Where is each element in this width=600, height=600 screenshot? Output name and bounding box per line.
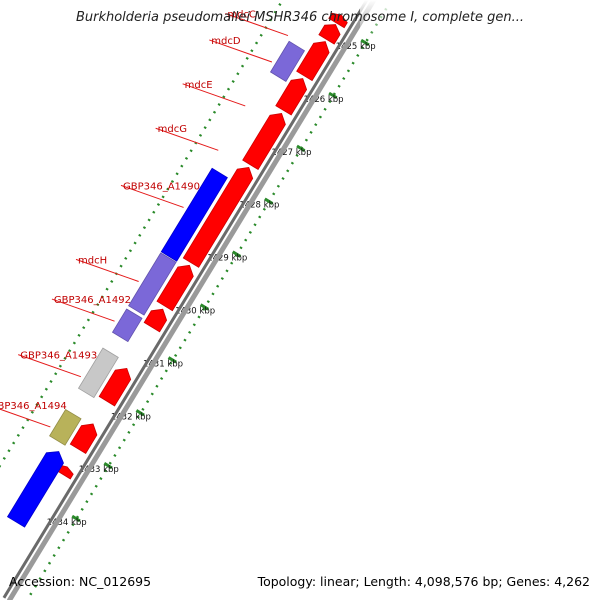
gene-label[interactable]: mdcE (185, 80, 213, 91)
tick-mark (167, 356, 177, 364)
gene-feature[interactable] (160, 167, 228, 262)
gene-leader-line (225, 13, 289, 37)
gene-feature[interactable] (156, 264, 194, 312)
gene-feature[interactable] (328, 12, 348, 29)
gene-label[interactable]: mdcG (158, 124, 187, 135)
gene-feature[interactable] (182, 166, 254, 268)
gene-label[interactable]: mdcD (211, 36, 241, 47)
gene-feature[interactable] (275, 78, 308, 116)
backbone-layer (2, 0, 377, 600)
gene-leader-line (18, 354, 82, 378)
gene-label[interactable]: mdcC (227, 9, 256, 20)
tick-label: 1426 kbp (304, 95, 344, 105)
gene-leader-line (0, 408, 51, 428)
topology-label: Topology: linear; Length: 4,098,576 bp; … (257, 574, 590, 589)
gene-feature[interactable] (242, 113, 286, 171)
tick-mark (296, 144, 306, 152)
tick-mark (199, 303, 210, 311)
tick-mark (231, 250, 242, 258)
gene-feature[interactable] (318, 24, 341, 45)
tick-label: 1432 kbp (111, 412, 151, 422)
accession-label: Accession: NC_012695 (9, 574, 152, 589)
gene-leader-line (182, 83, 246, 107)
gene-label[interactable]: GBP346_A1492 (54, 295, 131, 306)
gene-label[interactable]: mdcH (78, 255, 107, 266)
gene-feature[interactable] (49, 408, 82, 446)
gene-label[interactable]: GBP346_A1493 (20, 351, 97, 362)
tick-mark (360, 38, 370, 47)
gene-label[interactable]: GBP346_A1494 (0, 401, 67, 412)
gene-leader-line (51, 298, 115, 322)
gene-feature[interactable] (111, 308, 143, 343)
gene-feature[interactable] (6, 451, 64, 528)
tick-label: 1430 kbp (175, 306, 215, 316)
tick-mark (328, 91, 338, 100)
gene-feature[interactable] (269, 40, 306, 82)
gene-feature[interactable] (77, 347, 119, 399)
tick-label: 1428 kbp (239, 201, 279, 211)
top-fade (360, 0, 600, 40)
gene-label[interactable]: GBP346_A1490 (123, 181, 200, 192)
tick-mark (264, 197, 274, 205)
tick-mark (135, 409, 145, 417)
tick-label: 1425 kbp (336, 42, 376, 52)
gene-feature[interactable] (143, 308, 168, 333)
gene-feature[interactable] (296, 41, 330, 82)
tick-mark (103, 462, 113, 470)
gene-feature[interactable] (69, 423, 98, 455)
features-layer (6, 0, 600, 528)
tick-dots-right (0, 0, 285, 468)
tick-label: 1429 kbp (207, 254, 247, 264)
gene-feature[interactable] (98, 367, 132, 407)
backbone-outer (6, 0, 377, 600)
tick-label: 1427 kbp (271, 148, 311, 158)
gene-feature[interactable] (128, 252, 177, 316)
gene-leader-line (75, 258, 139, 282)
tick-label: 1434 kbp (47, 518, 87, 528)
gene-leader-line (155, 127, 219, 151)
map-title: Burkholderia pseudomallei MSHR346 chromo… (75, 10, 525, 25)
labels-layer: mdcC mdcD mdcE mdcG GBP346_A1490 mdcH GBP346_A… (0, 9, 289, 428)
gene-leader-line (209, 39, 273, 63)
backbone-inner (2, 0, 369, 599)
tick-label: 1431 kbp (143, 359, 183, 369)
tick-mark (71, 514, 81, 523)
tick-label: 1433 kbp (79, 465, 119, 475)
tick-layer: 1425 kbp 1426 kbp 1427 kbp 1428 kbp 1429 kbp… (0, 0, 388, 599)
gene-leader-line (120, 184, 184, 208)
